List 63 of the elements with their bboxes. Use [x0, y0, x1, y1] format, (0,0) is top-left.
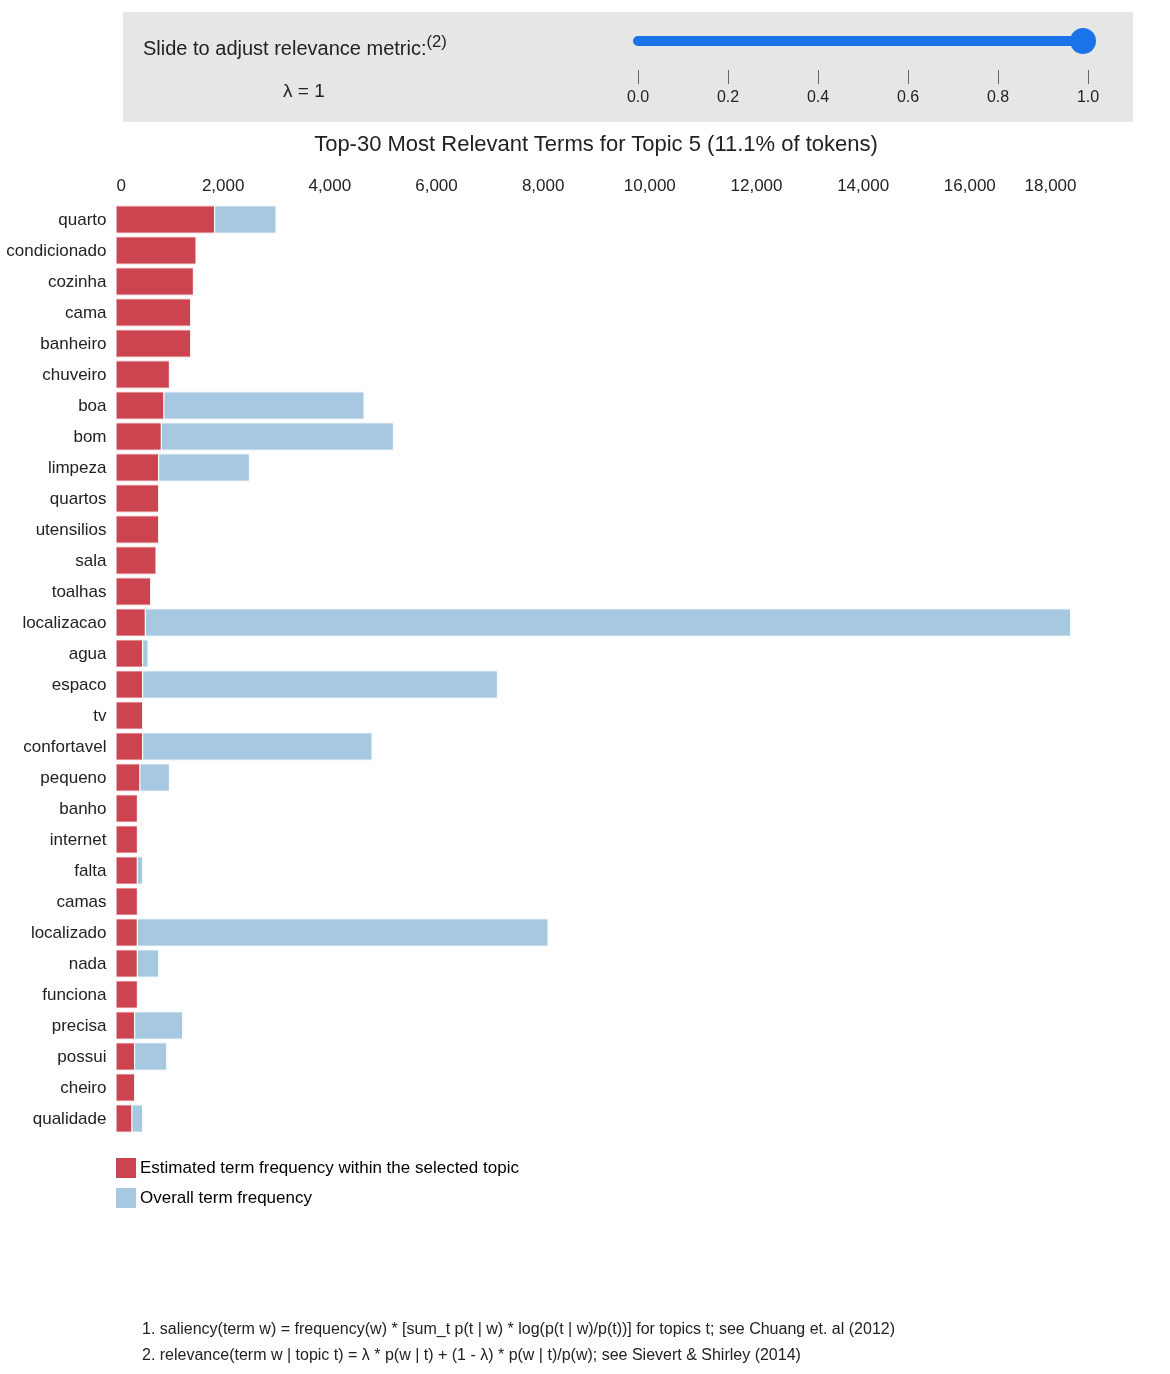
y-tick-label: cheiro: [60, 1077, 107, 1097]
text: λ = 1: [283, 80, 325, 102]
bar: [115, 825, 138, 854]
text: 1. saliency(term w) = frequency(w) * [sum_t p(t | w) * log(p(t | w)/p(t))] for topics t; see Chuang et. al (2012): [142, 1320, 896, 1337]
bar: [115, 360, 170, 389]
y-tick-label: qualidade: [32, 1108, 107, 1128]
y-tick-label: quarto: [58, 209, 107, 229]
x-tick-label: 12,000: [730, 175, 783, 195]
y-tick-label: toalhas: [51, 581, 107, 601]
y-tick-label: confortavel: [23, 736, 107, 756]
x-tick-label: 0: [116, 175, 126, 195]
y-tick-label: quartos: [49, 488, 107, 508]
y-tick-label: falta: [74, 860, 108, 880]
bar: [115, 980, 138, 1009]
y-tick-label: utensilios: [35, 519, 107, 539]
y-tick-label: possui: [57, 1046, 107, 1066]
bar: [115, 794, 138, 823]
y-tick-label: cozinha: [47, 271, 108, 291]
y-tick-label: banheiro: [40, 333, 107, 353]
x-tick-label: 6,000: [415, 175, 458, 195]
bar: [115, 887, 138, 916]
y-tick-label: boa: [78, 395, 108, 415]
y-tick-label: localizacao: [22, 612, 107, 632]
y-tick-label: localizado: [30, 922, 107, 942]
y-tick-label: pequeno: [40, 767, 107, 787]
y-tick-label: precisa: [51, 1015, 108, 1035]
y-tick-label: sala: [75, 550, 108, 570]
y-tick-label: banho: [59, 798, 107, 818]
y-tick-label: cama: [64, 302, 108, 322]
bar: [115, 515, 160, 544]
y-tick-label: camas: [56, 891, 107, 911]
bar: [115, 298, 192, 327]
y-tick-label: tv: [93, 705, 107, 725]
bar: [115, 267, 194, 296]
y-tick-label: funciona: [42, 984, 108, 1004]
y-tick-label: espaco: [51, 674, 107, 694]
bar: [115, 546, 157, 575]
x-tick-label: 8,000: [521, 175, 565, 195]
y-tick-label: agua: [68, 643, 108, 663]
x-tick-label: 16,000: [943, 175, 996, 195]
y-tick-label: bom: [73, 426, 107, 446]
x-tick-label: 10,000: [623, 175, 676, 195]
bar: [115, 329, 192, 358]
legend-label: Overall term frequency: [140, 1188, 313, 1207]
y-tick-label: condicionado: [6, 240, 107, 260]
bar: [115, 577, 152, 606]
y-tick-label: internet: [49, 829, 107, 849]
x-tick-label: 14,000: [837, 175, 890, 195]
bar: [115, 236, 197, 265]
y-tick-label: nada: [68, 953, 108, 973]
bar: [115, 1073, 136, 1102]
slider: 0.0 0.2 0.4 0.6 0.8 1.0: [628, 30, 1098, 110]
bar: [115, 484, 160, 513]
text: 2. relevance(term w | topic t) = λ * p(w | t) + (1 - λ) * p(w | t)/p(w); see Sievert & Shirley (2014): [142, 1346, 801, 1363]
x-tick-label: 2,000: [201, 175, 245, 195]
text: Slide to adjust relevance metric:$^{(2)}$: [143, 32, 447, 60]
y-tick-label: chuveiro: [42, 364, 107, 384]
bar: [115, 701, 144, 730]
x-tick-label: 18,000: [1024, 175, 1077, 195]
chart-title: Top-30 Most Relevant Terms for Topic 5 (11.1% of tokens): [314, 131, 878, 156]
legend-label: Estimated term frequency within the selected topic: [140, 1158, 520, 1177]
y-tick-label: limpeza: [47, 457, 108, 477]
x-tick-label: 4,000: [308, 175, 352, 195]
